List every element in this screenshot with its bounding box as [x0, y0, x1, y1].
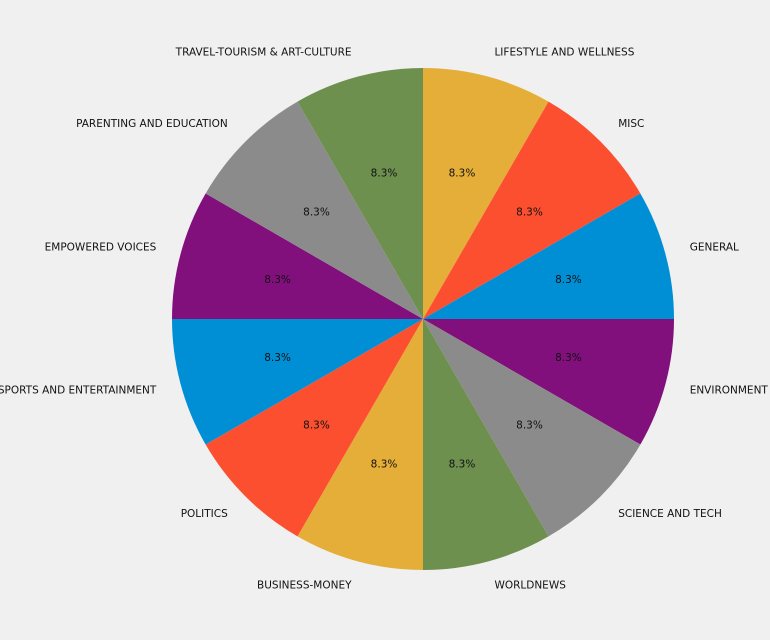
slice-label: GENERAL	[690, 242, 739, 254]
slice-percentage: 8.3%	[303, 207, 330, 219]
pie-slices	[172, 68, 674, 570]
slice-label: LIFESTYLE AND WELLNESS	[494, 46, 634, 58]
pie-slice	[423, 68, 549, 319]
pie-slice	[423, 193, 674, 319]
pie-slice	[172, 193, 423, 319]
slice-percentage: 8.3%	[449, 458, 476, 470]
pie-slice	[423, 101, 641, 319]
slice-label: PARENTING AND EDUCATION	[76, 118, 228, 130]
slice-labels: LIFESTYLE AND WELLNESS MISC GENERAL ENVIRON…	[0, 46, 768, 591]
slice-label: TRAVEL-TOURISM & ART-CULTURE	[175, 46, 352, 58]
pie-slice	[423, 319, 641, 537]
slice-percentage: 8.3%	[264, 274, 291, 286]
percentage-labels: 8.3% 8.3% 8.3% 8.3% 8.3% 8.3% 8.3% 8.3% 8.3% 8.3%…	[264, 168, 582, 471]
pie-slice	[297, 68, 423, 319]
slice-label: SPORTS AND ENTERTAINMENT	[0, 384, 157, 396]
slice-label: BUSINESS-MONEY	[257, 580, 352, 592]
slice-percentage: 8.3%	[516, 207, 543, 219]
pie-slice	[205, 101, 423, 319]
slice-percentage: 8.3%	[516, 419, 543, 431]
slice-percentage: 8.3%	[303, 419, 330, 431]
pie-slice	[172, 319, 423, 445]
slice-percentage: 8.3%	[371, 458, 398, 470]
slice-label: MISC	[618, 118, 644, 130]
slice-percentage: 8.3%	[555, 352, 582, 364]
slice-percentage: 8.3%	[371, 168, 398, 180]
pie-slice	[297, 319, 423, 570]
slice-label: POLITICS	[181, 508, 228, 520]
pie-slice	[205, 319, 423, 537]
slice-label: SCIENCE AND TECH	[618, 508, 722, 520]
pie-slice	[423, 319, 674, 445]
slice-percentage: 8.3%	[555, 274, 582, 286]
slice-label: WORLDNEWS	[494, 580, 566, 592]
pie-slice	[423, 319, 549, 570]
slice-label: EMPOWERED VOICES	[45, 242, 157, 254]
slice-percentage: 8.3%	[264, 352, 291, 364]
slice-label: ENVIRONMENT	[690, 384, 769, 396]
slice-percentage: 8.3%	[449, 168, 476, 180]
